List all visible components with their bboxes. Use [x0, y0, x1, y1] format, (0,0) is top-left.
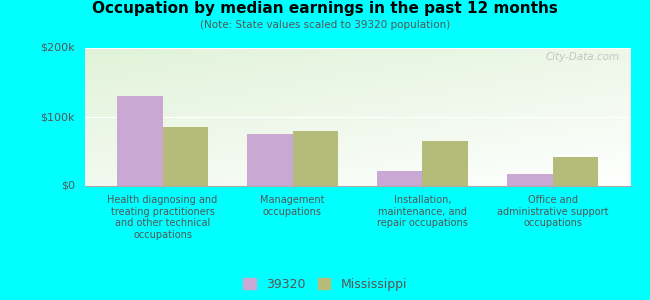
Bar: [292, 131, 338, 186]
Bar: [422, 141, 468, 186]
Text: Office and
administrative support
occupations: Office and administrative support occupa…: [497, 195, 608, 228]
Bar: [162, 127, 208, 186]
Text: $100k: $100k: [40, 112, 75, 122]
Text: $200k: $200k: [40, 43, 75, 53]
Text: $0: $0: [60, 181, 75, 191]
Bar: [552, 157, 598, 186]
Text: Health diagnosing and
treating practitioners
and other technical
occupations: Health diagnosing and treating practitio…: [107, 195, 218, 240]
Bar: [377, 171, 423, 186]
Text: Occupation by median earnings in the past 12 months: Occupation by median earnings in the pas…: [92, 2, 558, 16]
Text: Installation,
maintenance, and
repair occupations: Installation, maintenance, and repair oc…: [377, 195, 468, 228]
Text: City-Data.com: City-Data.com: [545, 52, 619, 62]
Bar: [247, 134, 292, 186]
Bar: [507, 174, 552, 186]
Text: (Note: State values scaled to 39320 population): (Note: State values scaled to 39320 popu…: [200, 20, 450, 29]
Legend: 39320, Mississippi: 39320, Mississippi: [243, 278, 407, 291]
Bar: [117, 96, 162, 186]
Text: Management
occupations: Management occupations: [260, 195, 325, 217]
